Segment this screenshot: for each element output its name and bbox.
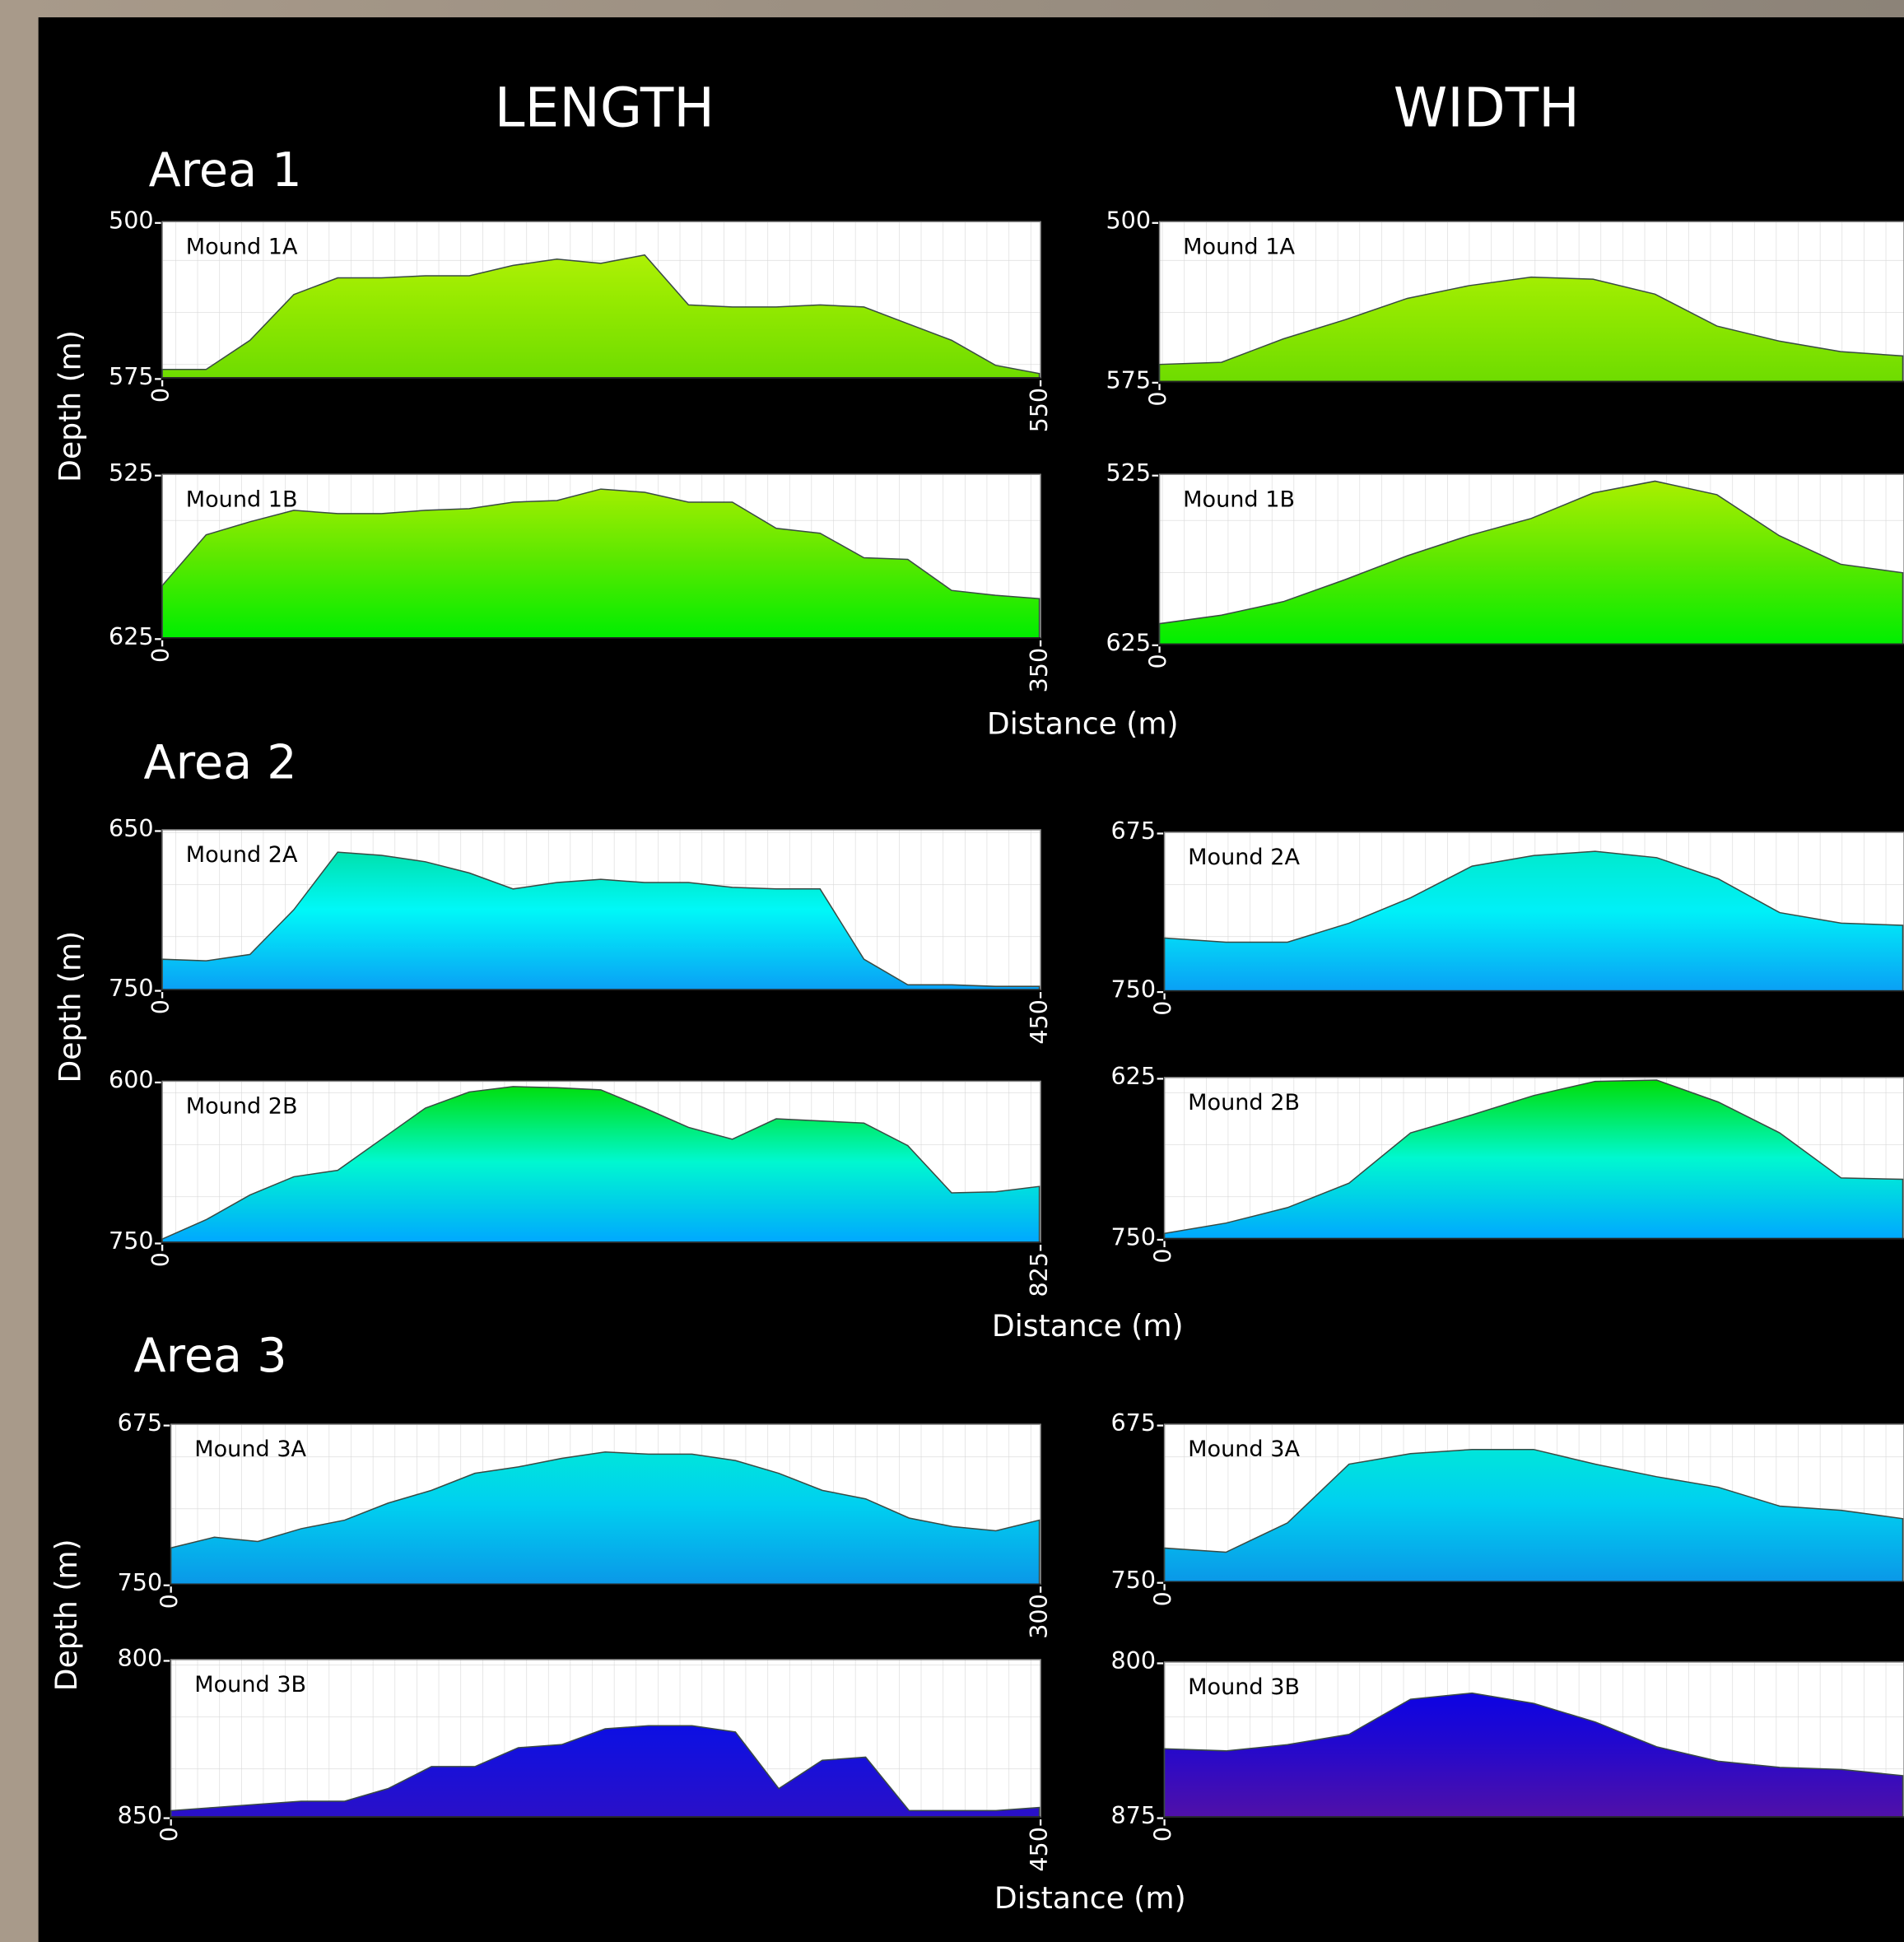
area-title: Area 3 bbox=[134, 1329, 287, 1383]
x-tick-label: 300 bbox=[1025, 1594, 1053, 1639]
y-tick-label: 675 bbox=[118, 1409, 163, 1437]
x-tick-label: 550 bbox=[1025, 388, 1053, 433]
y-tick-label: 800 bbox=[118, 1644, 163, 1672]
y-tick-label: 750 bbox=[1110, 976, 1156, 1004]
y-axis-label: Depth (m) bbox=[52, 931, 87, 1083]
chart-title: Mound 1B bbox=[1183, 487, 1295, 512]
y-tick-label: 875 bbox=[1110, 1801, 1156, 1829]
column-title: WIDTH bbox=[1394, 76, 1580, 139]
x-tick-label: 825 bbox=[1025, 1252, 1053, 1297]
x-tick-label: 0 bbox=[156, 1827, 184, 1842]
y-tick-label: 750 bbox=[109, 974, 154, 1002]
chart-title: Mound 1A bbox=[1183, 234, 1295, 259]
chart-title: Mound 2A bbox=[1188, 845, 1300, 870]
chart-title: Mound 2A bbox=[186, 842, 298, 868]
x-tick-label: 0 bbox=[1144, 654, 1172, 668]
y-tick-label: 650 bbox=[109, 814, 154, 842]
x-tick-label: 0 bbox=[1144, 391, 1172, 406]
x-axis-label: Distance (m) bbox=[992, 1308, 1184, 1344]
x-tick-label: 0 bbox=[147, 388, 175, 403]
y-axis-label: Depth (m) bbox=[52, 330, 87, 482]
chart-title: Mound 3A bbox=[1188, 1437, 1300, 1462]
chart-title: Mound 2B bbox=[186, 1093, 298, 1119]
chart-title: Mound 1A bbox=[186, 234, 298, 259]
x-tick-label: 350 bbox=[1025, 648, 1053, 693]
y-tick-label: 500 bbox=[109, 206, 154, 234]
x-tick-label: 0 bbox=[147, 1252, 175, 1267]
y-tick-label: 525 bbox=[1106, 459, 1151, 487]
y-tick-label: 750 bbox=[1110, 1222, 1156, 1250]
y-tick-label: 525 bbox=[109, 459, 154, 487]
x-tick-label: 0 bbox=[1149, 1827, 1177, 1842]
chart-title: Mound 3B bbox=[194, 1672, 306, 1698]
y-tick-label: 625 bbox=[109, 622, 154, 650]
y-tick-label: 600 bbox=[109, 1065, 154, 1093]
x-axis-label: Distance (m) bbox=[987, 706, 1179, 742]
x-tick-label: 0 bbox=[147, 999, 175, 1014]
y-tick-label: 675 bbox=[1110, 817, 1156, 845]
x-axis-label: Distance (m) bbox=[994, 1880, 1186, 1916]
chart-title: Mound 3A bbox=[194, 1437, 306, 1462]
x-tick-label: 450 bbox=[1025, 999, 1053, 1045]
y-tick-label: 850 bbox=[118, 1801, 163, 1829]
area-title: Area 1 bbox=[149, 143, 302, 198]
y-tick-label: 750 bbox=[1110, 1566, 1156, 1594]
chart-title: Mound 3B bbox=[1188, 1674, 1300, 1700]
y-tick-label: 750 bbox=[118, 1568, 163, 1596]
y-tick-label: 675 bbox=[1110, 1409, 1156, 1437]
y-axis-label: Depth (m) bbox=[49, 1539, 84, 1691]
page: {"columns": ["LENGTH", "WIDTH"], "areas"… bbox=[0, 0, 1904, 1942]
area-title: Area 2 bbox=[144, 735, 297, 789]
x-tick-label: 0 bbox=[156, 1594, 184, 1609]
y-tick-label: 575 bbox=[109, 362, 154, 390]
x-tick-label: 0 bbox=[1149, 1591, 1177, 1606]
figure: LENGTH WIDTH Area 1 Depth (m) Distance (m)… bbox=[0, 0, 1904, 1942]
x-tick-label: 450 bbox=[1025, 1827, 1053, 1872]
x-tick-label: 0 bbox=[1149, 1001, 1177, 1016]
chart-title: Mound 1B bbox=[186, 487, 298, 512]
x-tick-label: 0 bbox=[1149, 1249, 1177, 1264]
y-tick-label: 800 bbox=[1110, 1646, 1156, 1674]
x-tick-label: 0 bbox=[147, 648, 175, 663]
y-tick-label: 625 bbox=[1110, 1062, 1156, 1090]
column-title: LENGTH bbox=[495, 76, 715, 139]
chart-title: Mound 2B bbox=[1188, 1090, 1300, 1115]
y-tick-label: 625 bbox=[1106, 628, 1151, 656]
y-tick-label: 500 bbox=[1106, 206, 1151, 234]
y-tick-label: 750 bbox=[109, 1227, 154, 1255]
y-tick-label: 575 bbox=[1106, 366, 1151, 394]
